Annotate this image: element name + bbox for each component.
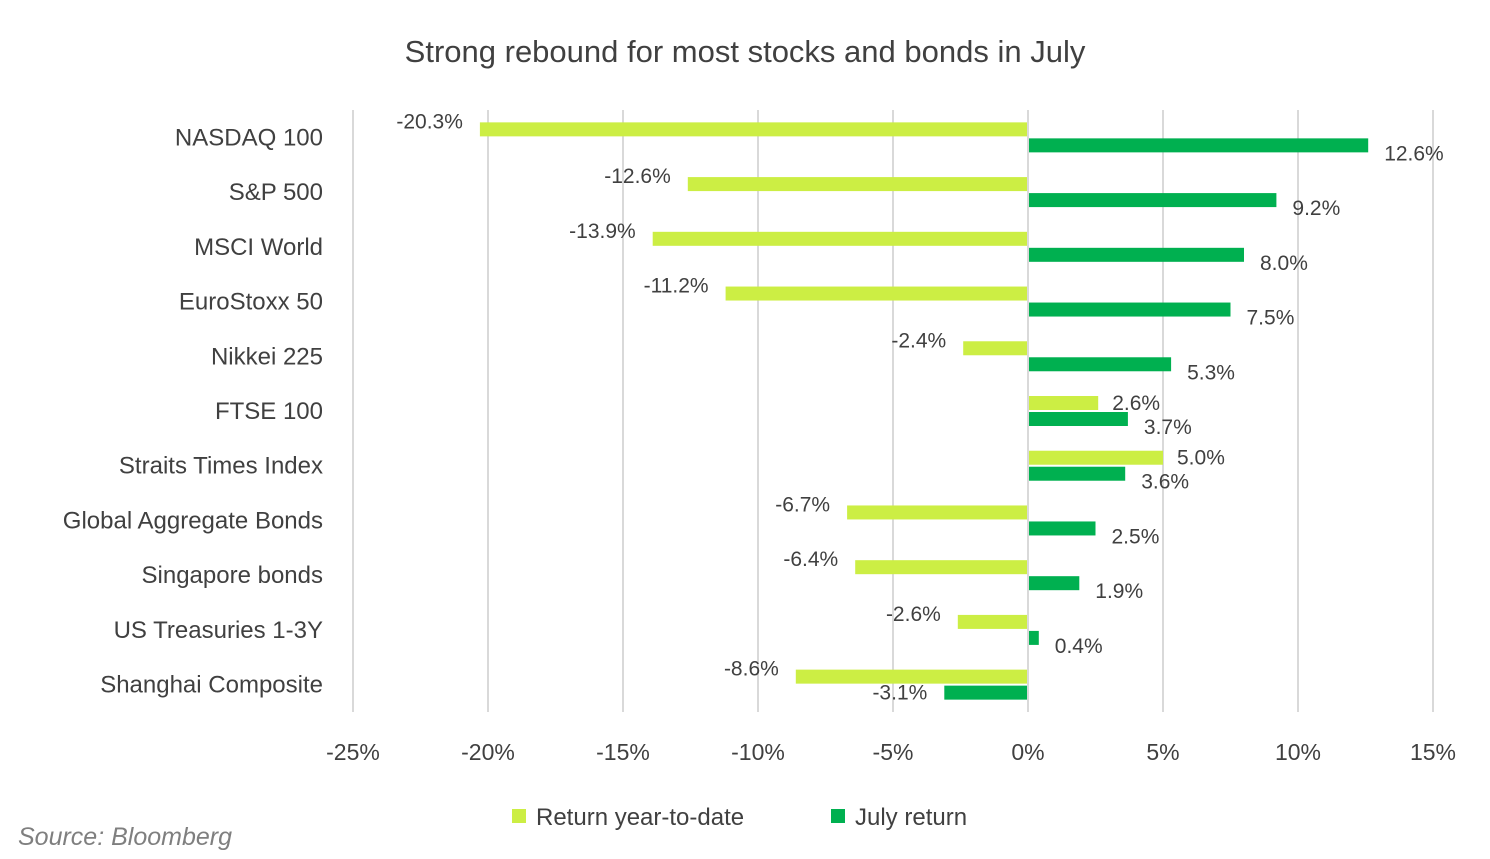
bar-july xyxy=(1028,521,1096,536)
bar-ytd xyxy=(847,505,1028,520)
category-label: Straits Times Index xyxy=(119,453,323,480)
data-label-july: 2.5% xyxy=(1112,525,1160,548)
data-label-ytd: -13.9% xyxy=(569,220,636,243)
data-label-july: 8.0% xyxy=(1260,252,1308,275)
bar-ytd xyxy=(479,122,1028,137)
bar-ytd xyxy=(687,177,1028,192)
category-label: Global Aggregate Bonds xyxy=(63,507,323,534)
data-label-july: 7.5% xyxy=(1247,307,1295,330)
x-tick-label: 10% xyxy=(1275,739,1321,765)
bars xyxy=(479,110,1369,712)
data-label-july: 1.9% xyxy=(1095,580,1143,603)
bar-ytd xyxy=(957,614,1028,629)
bar-july xyxy=(1028,576,1080,591)
bar-ytd xyxy=(795,669,1028,684)
chart-title: Strong rebound for most stocks and bonds… xyxy=(405,34,1086,69)
category-label: FTSE 100 xyxy=(215,398,323,425)
category-label: NASDAQ 100 xyxy=(175,124,323,151)
x-tick-label: -10% xyxy=(731,739,785,765)
data-label-july: 3.7% xyxy=(1144,416,1192,439)
data-label-ytd: -2.6% xyxy=(886,603,941,626)
data-label-ytd: -2.4% xyxy=(891,329,946,352)
bar-july xyxy=(1028,302,1231,317)
data-label-ytd: -6.7% xyxy=(775,493,830,516)
data-label-ytd: -8.6% xyxy=(724,658,779,681)
data-label-ytd: -11.2% xyxy=(644,275,709,298)
bar-ytd xyxy=(855,560,1028,575)
legend-swatch-july xyxy=(831,809,845,823)
category-label: US Treasuries 1-3Y xyxy=(114,617,323,644)
data-label-ytd: -6.4% xyxy=(783,548,838,571)
data-label-july: 0.4% xyxy=(1055,635,1103,658)
x-tick-label: -20% xyxy=(461,739,515,765)
category-label: Shanghai Composite xyxy=(100,672,323,699)
category-label: EuroStoxx 50 xyxy=(179,289,323,316)
legend-label-july: July return xyxy=(855,804,967,831)
legend-label-ytd: Return year-to-date xyxy=(536,804,744,831)
category-label: S&P 500 xyxy=(229,179,323,206)
data-label-ytd: 5.0% xyxy=(1177,447,1225,470)
bar-ytd xyxy=(963,341,1028,356)
source-note: Source: Bloomberg xyxy=(18,823,232,851)
bar-july xyxy=(1028,247,1244,262)
legend: Return year-to-date July return xyxy=(512,804,967,831)
bar-ytd xyxy=(652,231,1028,246)
x-tick-label: 5% xyxy=(1146,739,1179,765)
data-label-july: -3.1% xyxy=(872,682,927,705)
category-label: MSCI World xyxy=(194,234,323,261)
x-tick-label: -15% xyxy=(596,739,650,765)
bar-ytd xyxy=(1028,450,1163,465)
x-tick-label: 15% xyxy=(1410,739,1456,765)
bar-july xyxy=(1028,466,1126,481)
bar-july xyxy=(944,685,1028,700)
data-label-july: 5.3% xyxy=(1187,361,1235,384)
bar-july xyxy=(1028,630,1039,645)
data-label-ytd: -12.6% xyxy=(604,165,671,188)
legend-swatch-ytd xyxy=(512,809,526,823)
data-labels: -20.3% 12.6% -12.6% 9.2% -13.9% 8.0% -11.2% 7.5… xyxy=(396,110,1443,704)
data-label-july: 3.6% xyxy=(1141,471,1189,494)
x-tick-label: -5% xyxy=(873,739,914,765)
data-label-july: 12.6% xyxy=(1384,142,1444,165)
x-tick-label: -25% xyxy=(326,739,380,765)
bar-july xyxy=(1028,412,1128,426)
bar-july xyxy=(1028,138,1369,153)
category-labels: NASDAQ 100 S&P 500 MSCI World EuroStoxx 50 N… xyxy=(63,124,323,698)
bar-july xyxy=(1028,193,1277,208)
data-label-ytd: 2.6% xyxy=(1112,392,1160,415)
bar-july xyxy=(1028,357,1172,372)
category-label: Singapore bonds xyxy=(142,562,323,589)
bar-ytd xyxy=(725,286,1028,301)
data-label-ytd: -20.3% xyxy=(396,110,463,133)
data-label-july: 9.2% xyxy=(1292,197,1340,220)
x-axis-ticks: -25% -20% -15% -10% -5% 0% 5% 10% 15% xyxy=(326,739,1456,765)
category-label: Nikkei 225 xyxy=(211,343,323,370)
bar-ytd xyxy=(1028,396,1099,410)
x-tick-label: 0% xyxy=(1011,739,1044,765)
